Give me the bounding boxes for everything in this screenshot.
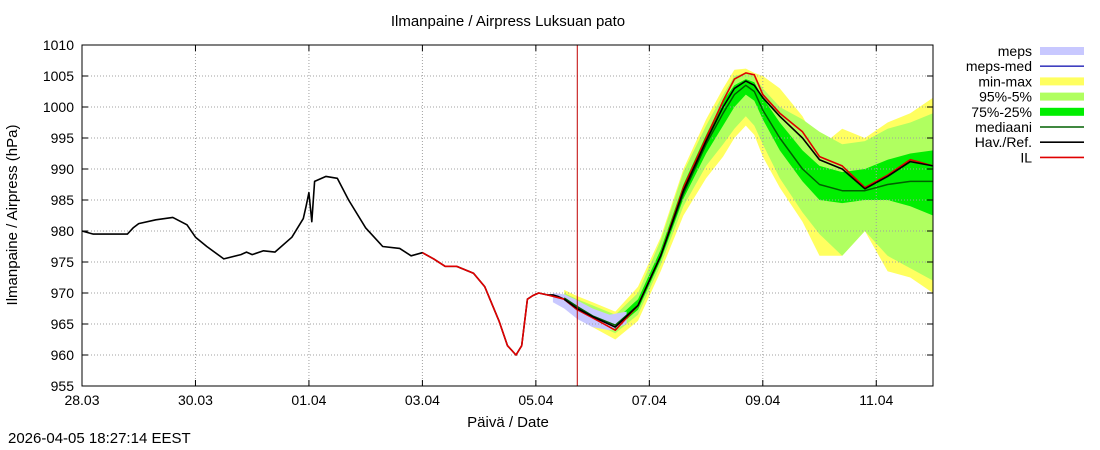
y-tick-label: 1005: [43, 68, 74, 84]
y-tick-label: 980: [51, 223, 75, 239]
y-axis-ticks: 955 960 965 970 975 980 985 990 995 1000 1005 1010: [43, 37, 933, 394]
y-tick-label: 990: [51, 161, 75, 177]
y-tick-label: 970: [51, 285, 75, 301]
x-tick-label: 09.04: [745, 392, 780, 408]
series-mediaani: [563, 84, 933, 326]
y-tick-label: 1010: [43, 37, 74, 53]
series-il: [422, 72, 934, 356]
y-axis-label: Ilmanpaine / Airpress (hPa): [4, 125, 21, 306]
y-tick-label: 975: [51, 254, 75, 270]
legend-label: Hav./Ref.: [975, 134, 1032, 150]
x-tick-label: 03.04: [405, 392, 440, 408]
plot-frame: [81, 44, 934, 387]
legend-label: meps: [998, 43, 1032, 59]
y-tick-label: 1000: [43, 99, 74, 115]
legend-label: mediaani: [975, 119, 1032, 135]
y-tick-label: 960: [51, 347, 75, 363]
y-tick-label: 965: [51, 316, 75, 332]
x-tick-label: 11.04: [859, 392, 893, 408]
series-ref-forecast: [563, 80, 934, 328]
x-tick-label: 01.04: [291, 392, 326, 408]
legend-swatch: [1040, 47, 1084, 55]
chart-title: Ilmanpaine / Airpress Luksuan pato: [391, 13, 625, 30]
y-tick-label: 955: [51, 378, 75, 394]
legend: mepsmeps-medmin-max95%-5%75%-25%mediaani…: [966, 43, 1084, 165]
y-tick-label: 985: [51, 192, 75, 208]
timestamp-footer: 2026-04-05 18:27:14 EEST: [8, 430, 191, 447]
legend-label: meps-med: [966, 58, 1032, 74]
x-tick-label: 30.03: [178, 392, 213, 408]
y-tick-label: 995: [51, 130, 75, 146]
legend-label: min-max: [978, 73, 1032, 89]
legend-swatch: [1040, 107, 1084, 116]
series-lines: [81, 45, 934, 386]
x-tick-label: 05.04: [518, 392, 553, 408]
x-tick-label: 28.03: [64, 392, 99, 408]
legend-swatch: [1040, 77, 1084, 86]
x-tick-label: 07.04: [632, 392, 667, 408]
x-axis-label: Päivä / Date: [467, 414, 549, 431]
legend-label: 95%-5%: [979, 89, 1032, 105]
x-axis-ticks: 28.03 30.03 01.04 03.04 05.04 07.04 09.04 11.04: [64, 45, 893, 408]
legend-label: 75%-25%: [971, 104, 1032, 120]
legend-swatch: [1040, 92, 1084, 101]
grid: [82, 45, 933, 386]
legend-label: IL: [1020, 149, 1032, 165]
